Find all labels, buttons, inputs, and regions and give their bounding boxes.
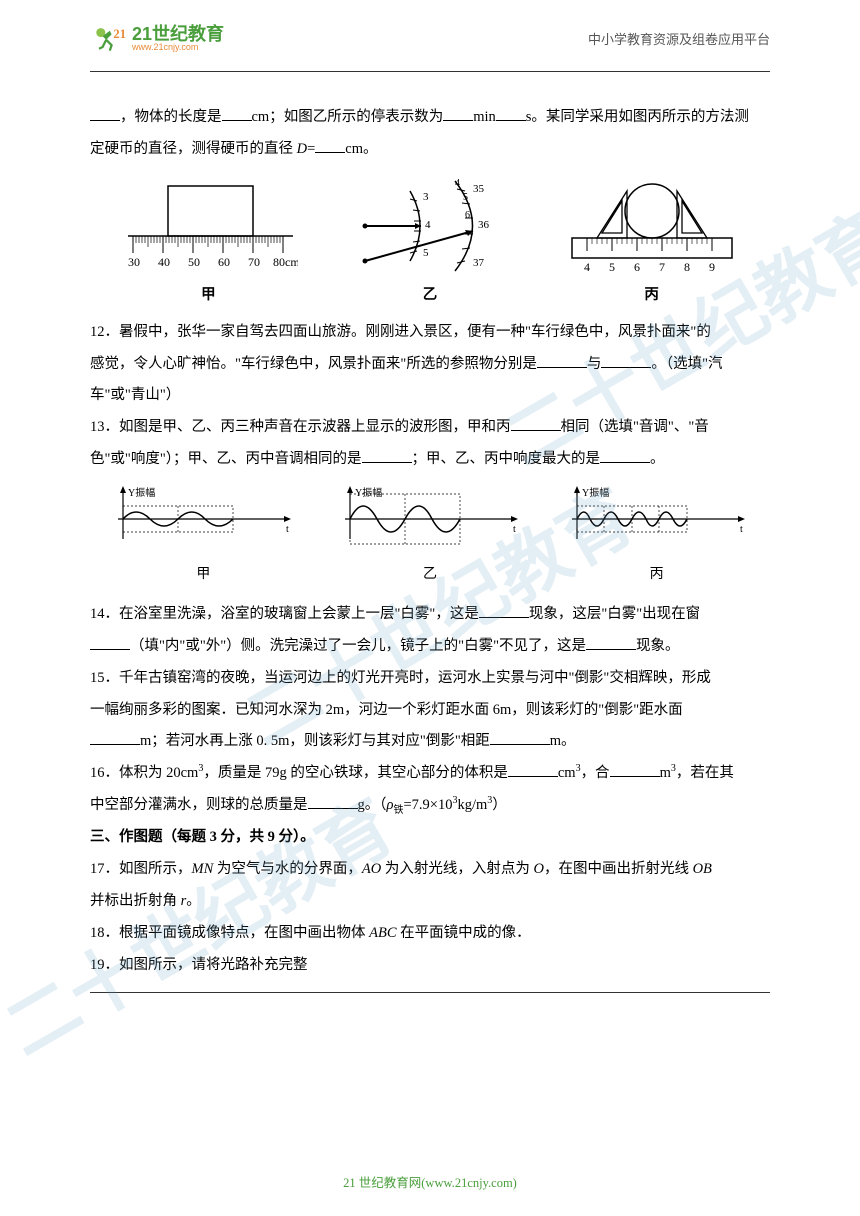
q19-line1: 19．如图所示，请将光路补充完整 — [90, 950, 770, 982]
svg-text:30: 30 — [128, 255, 140, 269]
q11-line2: 定硬币的直径，测得硬币的直径 D=cm。 — [90, 134, 770, 166]
svg-text:8: 8 — [684, 260, 690, 274]
q14-line1: 14．在浴室里洗澡，浴室的玻璃窗上会蒙上一层"白雾"，这是现象，这层"白雾"出现… — [90, 599, 770, 631]
svg-text:Y振幅: Y振幅 — [355, 486, 382, 499]
ruler-block-diagram: 30 40 50 60 70 80cm — [118, 181, 298, 276]
svg-text:60: 60 — [218, 255, 230, 269]
header-divider — [90, 71, 770, 72]
svg-text:5: 5 — [609, 260, 615, 274]
svg-text:9: 9 — [709, 260, 715, 274]
wave-yi: Y振幅 t 乙 — [335, 484, 525, 591]
svg-text:4: 4 — [584, 260, 590, 274]
q15-line1: 15．千年古镇窑湾的夜晚，当运河边上的灯光开亮时，运河水上实景与河中"倒影"交相… — [90, 663, 770, 695]
svg-text:3: 3 — [423, 191, 429, 203]
wave-row: Y振幅 t 甲 Y振幅 t 乙 — [90, 484, 770, 591]
stopwatch-diagram: 345 353637 456 — [355, 176, 505, 276]
svg-text:4: 4 — [455, 178, 460, 189]
logo-main-text: 21世纪教育 — [132, 25, 224, 43]
q16-line2: 中空部分灌满水，则球的总质量是g。（ρ铁=7.9×103kg/m3） — [90, 790, 770, 822]
svg-text:36: 36 — [478, 219, 490, 231]
logo: 21 21世纪教育 www.21cnjy.com — [90, 20, 224, 56]
wave-bing: Y振幅 t 丙 — [562, 484, 752, 591]
q12-line3: 车"或"青山"） — [90, 380, 770, 412]
svg-text:t: t — [740, 524, 743, 535]
figure-bing: 456789 丙 — [562, 181, 742, 312]
footer-text: 21 世纪教育网(www.21cnjy.com) — [0, 1172, 860, 1191]
q17-line1: 17．如图所示，MN 为空气与水的分界面，AO 为入射光线，入射点为 O，在图中… — [90, 854, 770, 886]
wave-jia: Y振幅 t 甲 — [108, 484, 298, 591]
logo-sub-text: www.21cnjy.com — [132, 43, 224, 52]
q17-line2: 并标出折射角 r。 — [90, 886, 770, 918]
q18-line1: 18．根据平面镜成像特点，在图中画出物体 ABC 在平面镜中成的像． — [90, 918, 770, 950]
header-right-text: 中小学教育资源及组卷应用平台 — [588, 29, 770, 48]
svg-text:6: 6 — [634, 260, 640, 274]
svg-text:Y振幅: Y振幅 — [128, 486, 155, 499]
svg-text:7: 7 — [659, 260, 665, 274]
svg-text:40: 40 — [158, 255, 170, 269]
footer-divider — [90, 992, 770, 993]
q15-line2: 一幅绚丽多彩的图案．已知河水深为 2m，河边一个彩灯距水面 6m，则该彩灯的"倒… — [90, 695, 770, 727]
figure-row-1: 3040 5060 7080cm 甲 345 353637 456 — [90, 176, 770, 312]
figure-yi: 345 353637 456 乙 — [355, 176, 505, 312]
page-header: 21 21世纪教育 www.21cnjy.com 中小学教育资源及组卷应用平台 — [0, 0, 860, 66]
q13-line2: 色"或"响度"）；甲、乙、丙中音调相同的是；甲、乙、丙中响度最大的是。 — [90, 444, 770, 476]
svg-text:Y振幅: Y振幅 — [582, 486, 609, 499]
q12-line2: 感觉，令人心旷神怡。"车行绿色中，风景扑面来"所选的参照物分别是与。（选填"汽 — [90, 349, 770, 381]
figure-jia: 3040 5060 7080cm 甲 — [118, 181, 298, 312]
svg-text:6: 6 — [465, 210, 470, 221]
section-3-title: 三、作图题（每题 3 分，共 9 分）。 — [90, 822, 770, 854]
svg-text:t: t — [286, 524, 289, 535]
svg-text:21: 21 — [113, 27, 126, 41]
q11-line1: ，物体的长度是cm；如图乙所示的停表示数为mins。某同学采用如图丙所示的方法测 — [90, 102, 770, 134]
q12-line1: 12．暑假中，张华一家自驾去四面山旅游。刚刚进入景区，便有一种"车行绿色中，风景… — [90, 317, 770, 349]
svg-text:35: 35 — [473, 183, 485, 195]
svg-text:80cm: 80cm — [273, 255, 298, 269]
coin-triangle-diagram: 4 5 6 7 8 9 — [562, 181, 742, 276]
svg-text:4: 4 — [425, 219, 431, 231]
q14-line2: （填"内"或"外"）侧。洗完澡过了一会儿，镜子上的"白雾"不见了，这是现象。 — [90, 631, 770, 663]
svg-text:5: 5 — [463, 192, 468, 203]
q13-line1: 13．如图是甲、乙、丙三种声音在示波器上显示的波形图，甲和丙相同（选填"音调"、… — [90, 412, 770, 444]
svg-text:5: 5 — [423, 247, 429, 259]
q16-line1: 16．体积为 20cm3，质量是 79g 的空心铁球，其空心部分的体积是cm3，… — [90, 758, 770, 790]
logo-icon: 21 — [90, 20, 126, 56]
q15-line3: m；若河水再上涨 0. 5m，则该彩灯与其对应"倒影"相距m。 — [90, 726, 770, 758]
svg-text:50: 50 — [188, 255, 200, 269]
svg-text:t: t — [513, 524, 516, 535]
svg-text:70: 70 — [248, 255, 260, 269]
svg-text:37: 37 — [473, 257, 485, 269]
document-body: ，物体的长度是cm；如图乙所示的停表示数为mins。某同学采用如图丙所示的方法测… — [0, 77, 860, 992]
